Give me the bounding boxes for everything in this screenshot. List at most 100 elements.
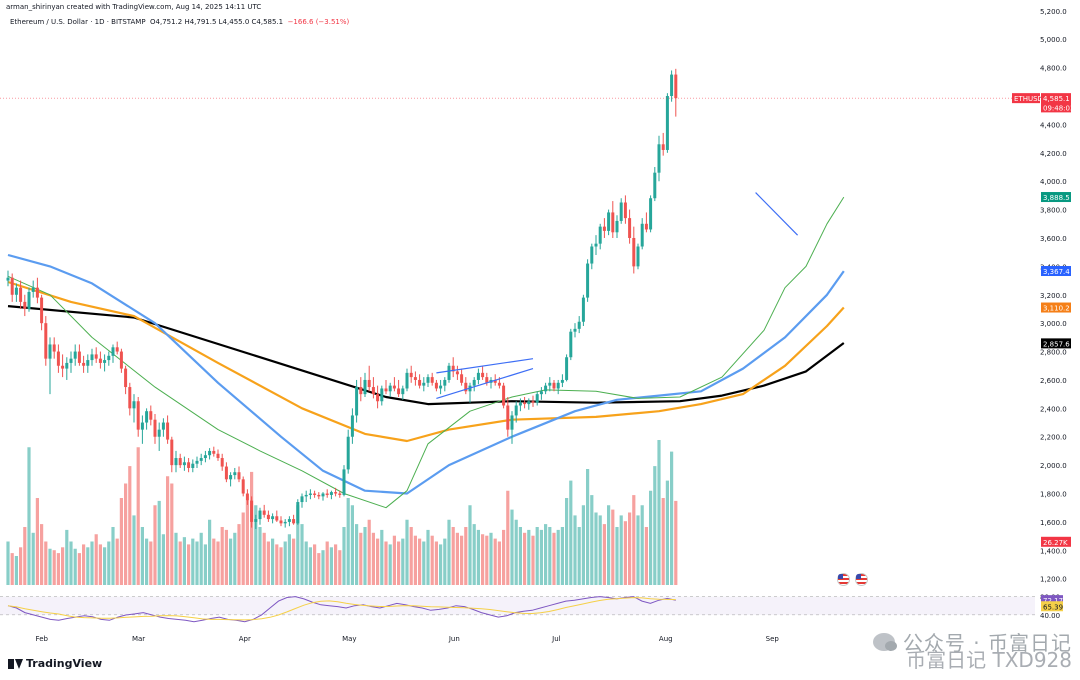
volume-bar — [367, 519, 371, 585]
candle-body — [56, 351, 60, 366]
y-tick-label: 1,800.0 — [1040, 491, 1067, 499]
candle-body — [586, 263, 590, 298]
candle-body — [481, 372, 485, 378]
candle-body — [296, 502, 300, 524]
candle-body — [577, 321, 581, 329]
volume-bar — [82, 544, 86, 585]
candle-body — [460, 374, 464, 383]
candle-body — [287, 519, 291, 522]
candle-body — [262, 510, 266, 515]
volume-bar — [460, 535, 464, 585]
x-tick-label: May — [342, 635, 356, 643]
volume-bar — [178, 541, 182, 585]
y-tick-label: 1,600.0 — [1040, 519, 1067, 527]
volume-bar — [35, 498, 39, 585]
candle-body — [418, 379, 422, 386]
volume-bar — [292, 538, 296, 585]
volume-bar — [98, 544, 102, 585]
volume-bar — [581, 505, 585, 585]
volume-bar — [111, 527, 115, 585]
candle-body — [434, 382, 438, 389]
price-badge: 26.27K — [1041, 536, 1071, 547]
volume-bar — [338, 550, 342, 585]
volume-bar — [216, 541, 220, 585]
candle-body — [518, 402, 522, 406]
volume-bar — [665, 480, 669, 585]
volume-bar — [401, 538, 405, 585]
volume-bar — [56, 553, 60, 585]
candle-body — [161, 422, 165, 430]
volume-bar — [636, 515, 640, 585]
candle-body — [119, 351, 123, 369]
us-flag-icon[interactable] — [855, 573, 868, 586]
volume-bar — [376, 538, 380, 585]
volume-bar — [619, 515, 623, 585]
price-badge-box — [1041, 536, 1071, 547]
volume-bar — [157, 500, 161, 585]
volume-bar — [132, 515, 136, 585]
candle-body — [229, 475, 233, 480]
candle-body — [510, 415, 514, 430]
candle-body — [208, 450, 212, 456]
volume-bar — [548, 527, 552, 585]
volume-bar — [27, 447, 31, 585]
volume-bar — [590, 495, 594, 585]
volume-bar — [145, 538, 149, 585]
volume-bar — [544, 524, 548, 585]
volume-bar — [493, 538, 497, 585]
volume-bar — [317, 553, 321, 585]
volume-bar — [623, 521, 627, 585]
candle-body — [355, 387, 359, 416]
candle-body — [266, 514, 270, 520]
symbol-title[interactable]: Ethereum / U.S. Dollar · 1D · BITSTAMP — [10, 18, 146, 26]
volume-bar — [124, 483, 128, 585]
volume-bar — [628, 512, 632, 585]
volume-bar — [279, 547, 283, 585]
trend-line — [755, 192, 799, 236]
candle-body — [632, 237, 636, 267]
rsi-line — [7, 596, 676, 623]
us-flag-icon[interactable] — [837, 573, 850, 586]
rsi-value-badge: 72.17 — [1041, 595, 1063, 606]
y-tick-label: 4,800.0 — [1040, 65, 1067, 73]
volume-bar — [149, 541, 153, 585]
tradingview-logo-text: TradingView — [26, 657, 103, 670]
volume-bar — [86, 547, 90, 585]
volume-bar — [539, 529, 543, 585]
rsi-value-box — [1041, 595, 1063, 606]
volume-bar — [527, 529, 531, 585]
volume-bar — [569, 480, 573, 585]
watermark-line2: 币富日记 TXD928 — [906, 648, 1072, 672]
x-tick-label: Jun — [448, 635, 460, 643]
candle-body — [464, 382, 468, 392]
y-tick-label: 4,200.0 — [1040, 150, 1067, 158]
candle-body — [405, 372, 409, 389]
volume-bar — [615, 527, 619, 585]
candle-body — [52, 344, 56, 352]
candle-body — [115, 347, 119, 352]
ethusd-tag: ETHUSD — [1012, 93, 1043, 104]
volume-bar — [649, 490, 653, 585]
candle-body — [674, 74, 678, 99]
watermark-line1: 公众号 · 币富日记 — [902, 631, 1072, 655]
ethusd-tag-box — [1012, 93, 1040, 104]
price-badge-text: 2,857.6 — [1043, 340, 1070, 348]
candle-body — [283, 521, 287, 524]
candle-body — [451, 365, 455, 372]
candle-body — [552, 382, 556, 389]
candle-body — [598, 226, 602, 244]
volume-bar — [514, 519, 518, 585]
candle-body — [413, 377, 417, 380]
y-tick-label: 2,000.0 — [1040, 462, 1067, 470]
candle-body — [573, 328, 577, 332]
candle-body — [380, 388, 384, 402]
candle-body — [657, 144, 661, 173]
trend-line — [436, 358, 534, 374]
candle-body — [10, 277, 14, 295]
y-tick-label: 3,800.0 — [1040, 207, 1067, 215]
candle-body — [308, 493, 312, 495]
ohlc-values: O4,751.2 H4,791.5 L4,455.0 C4,585.1 — [150, 18, 284, 26]
price-badge: 3,110.2 — [1041, 302, 1071, 313]
volume-bar — [485, 535, 489, 585]
